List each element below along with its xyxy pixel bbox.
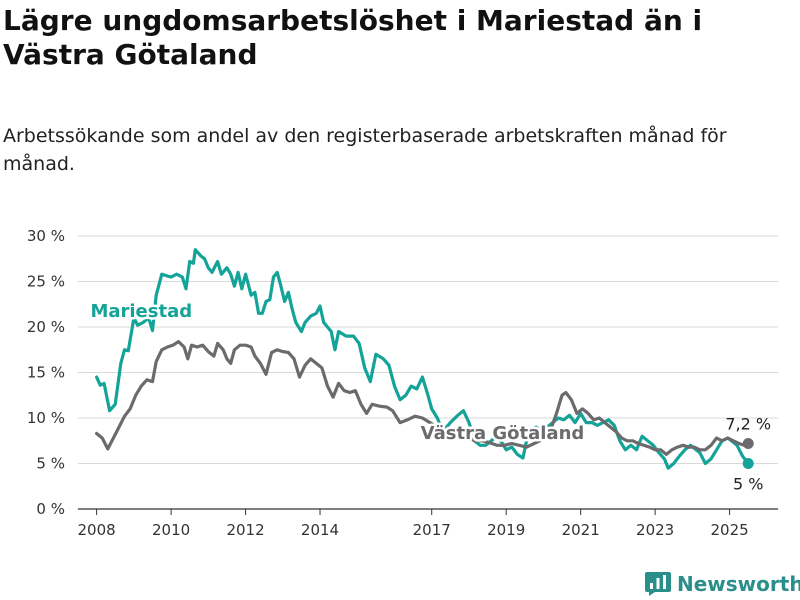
x-tick-label: 2008 <box>78 521 116 539</box>
y-tick-label: 10 % <box>27 409 65 427</box>
end-value-label: 7,2 % <box>725 414 771 433</box>
line-chart: 0 % 5 % 10 % 15 % 20 % 25 % 30 % 2008 2010 2012 20… <box>27 227 778 539</box>
x-tick-label: 2019 <box>487 521 525 539</box>
y-tick-label: 30 % <box>27 227 65 245</box>
series-label: Mariestad <box>90 301 192 322</box>
brand-logo: Newsworthy <box>645 569 800 599</box>
x-tick-label: 2014 <box>301 521 339 539</box>
y-tick-label: 15 % <box>27 364 65 382</box>
series-label-halo: Västra Götaland <box>421 423 585 444</box>
series-line-mariestad <box>95 248 750 470</box>
end-value-label: 5 % <box>733 475 763 494</box>
x-tick-label: 2017 <box>413 521 451 539</box>
newsworthy-logo-icon <box>645 572 671 596</box>
y-tick-label: 5 % <box>36 455 65 473</box>
series-label: Västra Götaland <box>421 423 585 444</box>
brand-name: Newsworthy <box>677 572 800 596</box>
end-point <box>742 437 754 449</box>
x-tick-label: 2021 <box>562 521 600 539</box>
chart-subtitle: Arbetssökande som andel av den registerb… <box>3 125 727 175</box>
x-tick-label: 2025 <box>711 521 749 539</box>
y-tick-label: 20 % <box>27 318 65 336</box>
chart-title: Lägre ungdomsarbetslöshet i Mariestad än… <box>3 4 703 71</box>
x-tick-label: 2023 <box>636 521 674 539</box>
series-line-vastra-gotaland <box>95 340 750 456</box>
x-tick-label: 2012 <box>226 521 264 539</box>
x-tick-label: 2010 <box>152 521 190 539</box>
series-label-halo: Mariestad <box>90 301 192 322</box>
end-point <box>742 458 754 469</box>
y-tick-label: 25 % <box>27 273 65 291</box>
y-tick-label: 0 % <box>36 500 65 518</box>
